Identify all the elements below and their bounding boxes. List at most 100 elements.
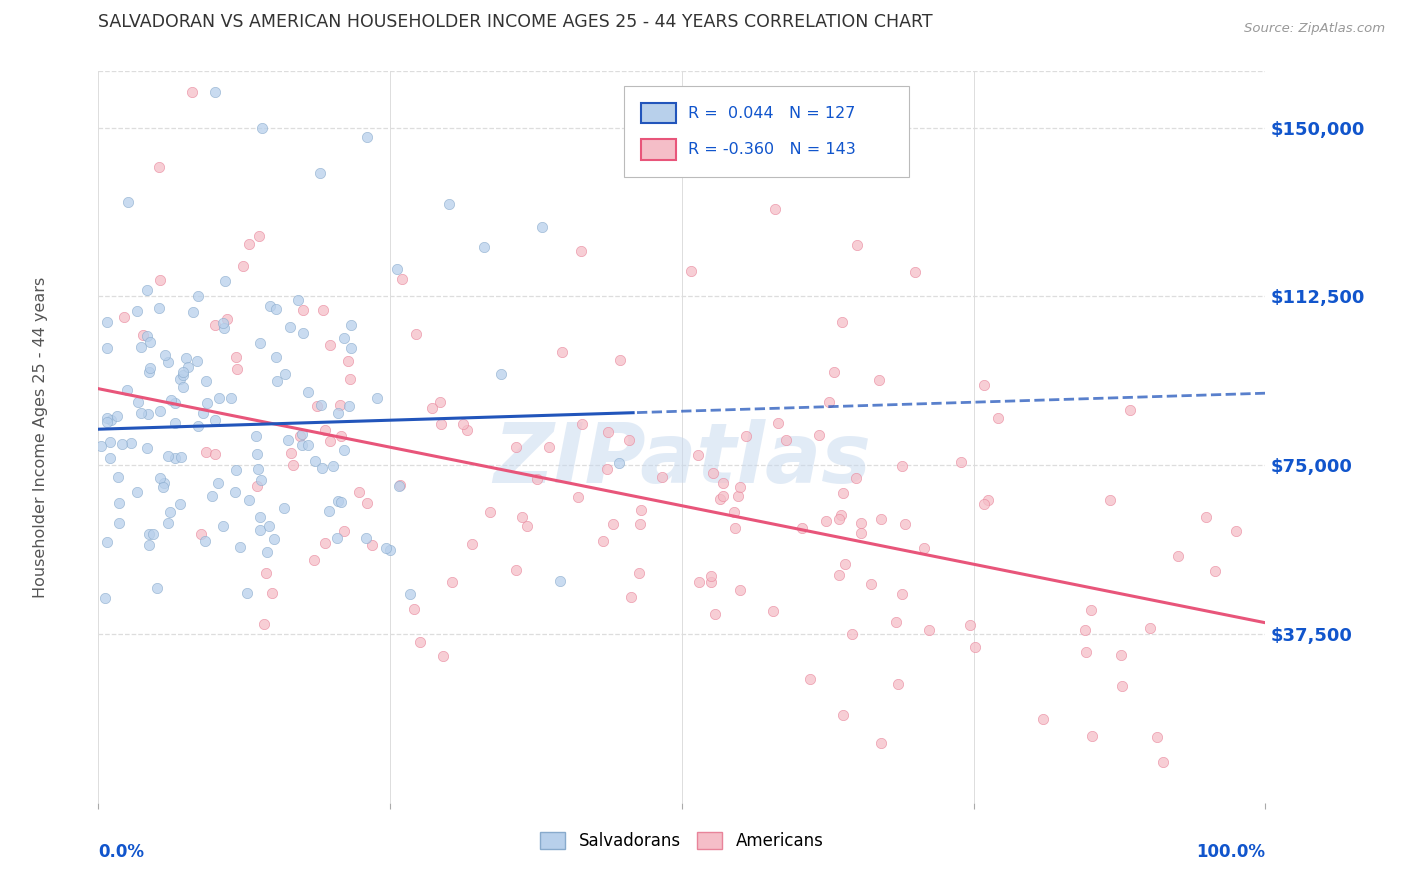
Point [138, 526, 160, 541]
Point [551, 345, 574, 359]
Point [1152, 756, 1174, 770]
Point [526, 472, 548, 486]
Point [728, 480, 751, 494]
Point [277, 433, 299, 447]
Point [96, 341, 118, 355]
Point [1139, 621, 1161, 635]
Point [165, 450, 187, 465]
Point [190, 527, 212, 541]
Point [711, 490, 734, 504]
Point [724, 521, 747, 535]
Point [904, 265, 927, 279]
Point [194, 445, 217, 459]
Point [620, 590, 643, 604]
Point [96, 316, 118, 330]
Point [333, 524, 356, 538]
Point [302, 552, 325, 566]
Point [253, 616, 276, 631]
Point [437, 197, 460, 211]
Point [177, 360, 200, 375]
Point [602, 516, 624, 531]
Point [474, 239, 496, 253]
FancyBboxPatch shape [641, 103, 676, 123]
Point [329, 398, 352, 412]
Point [311, 303, 333, 318]
Point [129, 340, 152, 354]
Text: 0.0%: 0.0% [98, 843, 145, 861]
Point [409, 634, 432, 648]
Point [138, 365, 160, 379]
Point [236, 585, 259, 599]
Point [187, 418, 209, 433]
Point [887, 676, 910, 690]
Point [98, 450, 121, 465]
Point [149, 471, 172, 485]
Point [337, 399, 360, 413]
Point [1119, 402, 1142, 417]
Point [834, 557, 856, 571]
Point [360, 538, 382, 552]
Point [823, 365, 845, 379]
Point [204, 447, 226, 461]
Point [195, 374, 218, 388]
Point [314, 536, 336, 550]
Point [918, 623, 941, 637]
Point [281, 458, 304, 472]
Point [212, 316, 235, 330]
Point [356, 496, 378, 510]
Point [456, 423, 478, 437]
Point [172, 379, 194, 393]
Point [1081, 729, 1104, 743]
Point [163, 396, 186, 410]
Point [100, 413, 122, 427]
Point [378, 543, 401, 558]
Point [336, 354, 359, 368]
Point [291, 326, 314, 341]
Point [172, 365, 194, 379]
Point [120, 436, 142, 450]
Point [186, 354, 208, 368]
Point [894, 517, 917, 532]
Text: Source: ZipAtlas.com: Source: ZipAtlas.com [1244, 22, 1385, 36]
Point [169, 497, 191, 511]
Point [204, 318, 226, 333]
Point [728, 582, 751, 597]
Point [347, 485, 370, 500]
Point [157, 449, 180, 463]
Point [734, 429, 756, 443]
Point [727, 489, 749, 503]
Point [617, 433, 640, 447]
Point [249, 336, 271, 351]
Point [609, 456, 631, 470]
Point [385, 262, 408, 277]
Point [339, 372, 361, 386]
Point [399, 587, 422, 601]
Point [799, 672, 821, 686]
Point [212, 519, 235, 533]
Point [194, 534, 217, 549]
Point [136, 328, 159, 343]
Point [149, 273, 172, 287]
Point [259, 299, 281, 313]
Point [148, 160, 170, 174]
Point [314, 424, 336, 438]
Point [356, 531, 378, 545]
Point [207, 476, 229, 491]
Point [891, 459, 914, 474]
Point [965, 640, 987, 655]
Point [505, 563, 527, 577]
Point [1098, 493, 1121, 508]
Point [461, 536, 484, 550]
Point [246, 462, 269, 476]
Point [273, 501, 295, 516]
Point [845, 471, 868, 485]
Point [274, 368, 297, 382]
Legend: Salvadorans, Americans: Salvadorans, Americans [533, 825, 831, 856]
Point [266, 350, 288, 364]
Point [846, 237, 869, 252]
Point [389, 478, 412, 492]
Point [1074, 645, 1097, 659]
Point [250, 120, 273, 135]
Point [505, 440, 527, 454]
Point [322, 458, 344, 473]
